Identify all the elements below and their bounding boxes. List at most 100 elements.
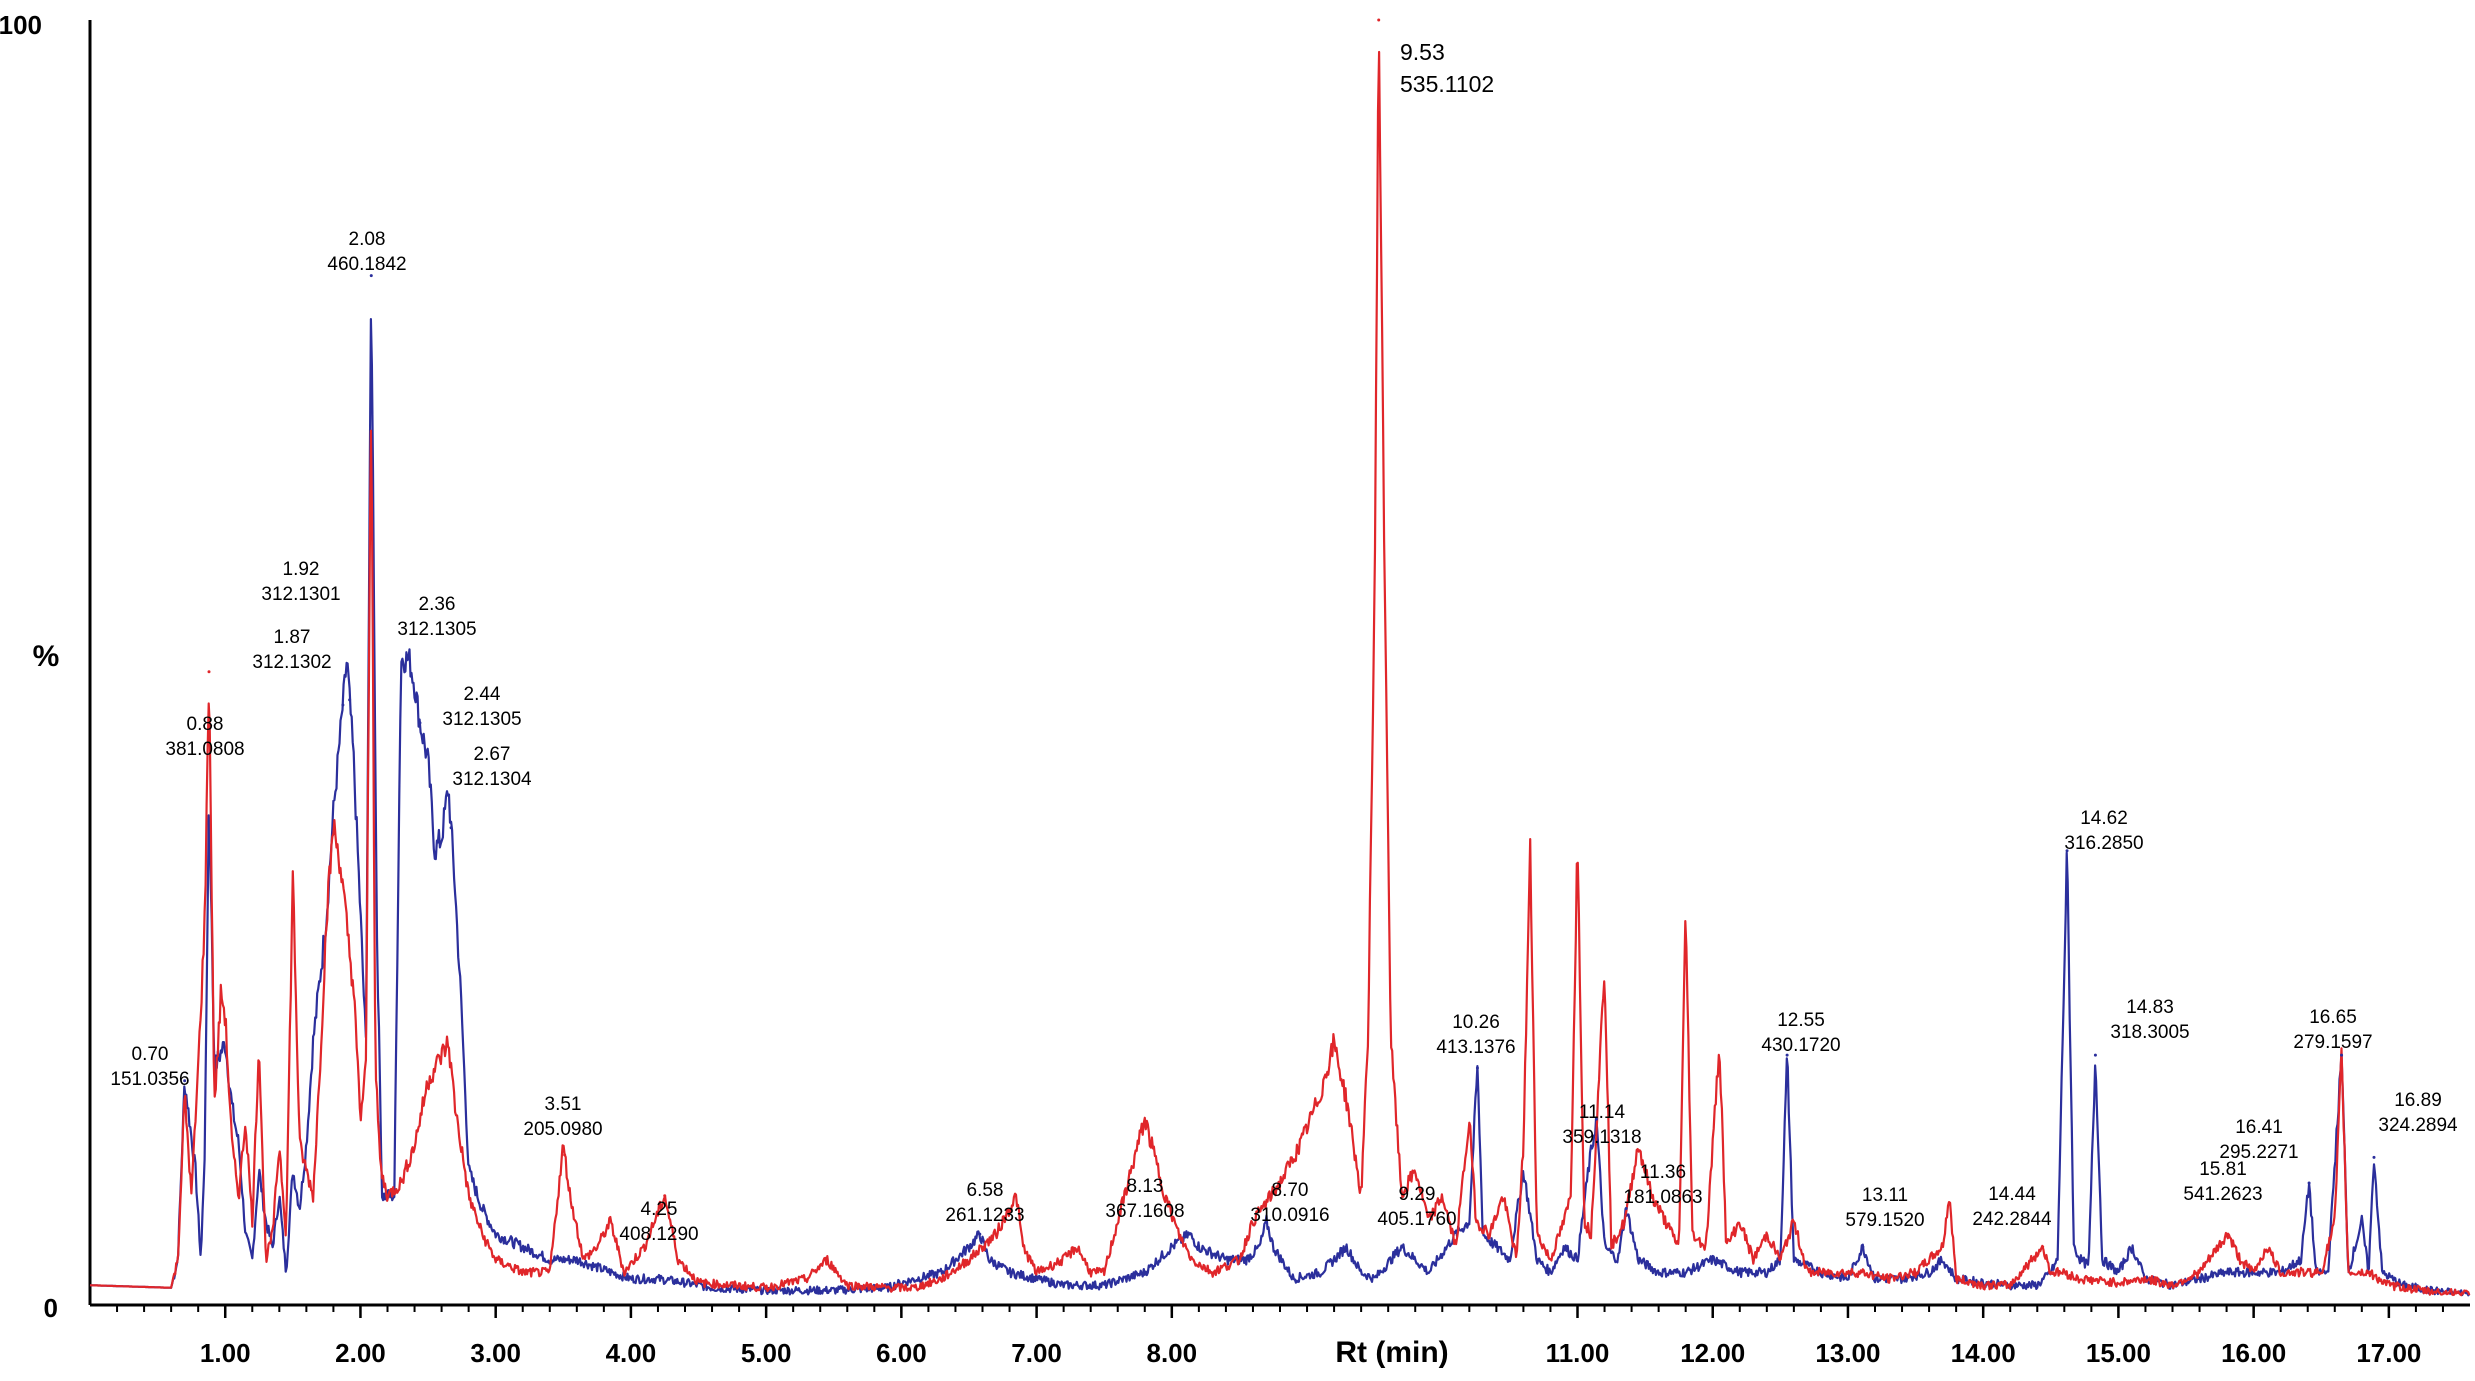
y-axis-title: % [33,640,60,673]
peak-label: 9.29 405.1760 [1377,1184,1456,1230]
peak-label-rt: 12.55 [1777,1010,1825,1031]
peak-point-blue [449,826,453,830]
peak-point-red [663,1194,667,1198]
x-tick-label: 7.00 [1011,1338,1062,1368]
peak-label: 12.55 430.1720 [1761,1010,1840,1056]
peak-point-blue [1785,1053,1789,1057]
peak-label: 9.53 535.1102 [1400,39,1494,97]
x-tick-label: 17.00 [2356,1338,2421,1368]
peak-label-mz: 312.1302 [252,652,331,673]
peak-label-mz: 430.1720 [1761,1035,1840,1056]
peak-label-mz: 318.3005 [2110,1022,2189,1043]
x-tick-label: 5.00 [741,1338,792,1368]
peak-point-red [2041,1245,2045,1249]
peak-label: 8.70 310.0916 [1250,1180,1329,1226]
peak-label-rt: 2.67 [474,744,511,765]
x-axis-title: Rt (min) [1335,1336,1448,1369]
y-tick-label-0: 0 [44,1293,58,1323]
peak-point-blue [1624,1207,1628,1211]
peak-label-rt: 6.58 [967,1180,1004,1201]
peak-label: 14.44 242.2844 [1972,1184,2052,1230]
peak-label-rt: 1.92 [283,559,320,580]
peak-label: 2.44 312.1305 [442,684,521,730]
peak-label-rt: 0.70 [132,1044,169,1065]
peak-point-blue [183,1079,187,1083]
peak-label-rt: 16.89 [2394,1090,2442,1111]
peak-point-blue [2340,1053,2344,1057]
peak-point-blue [407,657,411,661]
peak-label-mz: 151.0356 [110,1069,189,1090]
peak-label-mz: 261.1233 [945,1205,1024,1226]
peak-label-mz: 579.1520 [1845,1210,1924,1231]
peak-label-mz: 316.2850 [2064,833,2143,854]
peak-label: 16.41 295.2271 [2219,1117,2298,1163]
peak-label: 15.81 541.2623 [2183,1159,2262,1205]
peak-label-mz: 405.1760 [1377,1209,1456,1230]
x-tick-label: 1.00 [200,1338,251,1368]
peak-label-rt: 2.44 [464,684,501,705]
peak-point-blue [1475,1066,1479,1070]
series-line-red [89,50,2471,1297]
peak-label: 13.11 579.1520 [1845,1185,1924,1231]
peak-annotations: 9.53 535.1102 2.08 460.1842 1.92 312.1301 1.87… [110,39,2458,1245]
peak-point-blue [2065,849,2069,853]
peak-point-blue [978,1232,982,1236]
peak-label-rt: 14.62 [2080,808,2128,829]
peak-label: 14.83 318.3005 [2110,997,2189,1043]
peak-label-rt: 8.70 [1272,1180,1309,1201]
x-tick-label: 6.00 [876,1338,927,1368]
peak-label-mz: 460.1842 [327,254,406,275]
peak-label-mz: 324.2894 [2378,1115,2458,1136]
peak-point-red [1377,18,1381,22]
peak-label-mz: 310.0916 [1250,1205,1329,1226]
peak-label-rt: 14.83 [2126,997,2174,1018]
peak-point-red [563,1153,567,1157]
peak-label-rt: 4.25 [641,1199,678,1220]
peak-point-blue [418,721,422,725]
peak-point-blue [2093,1053,2097,1057]
peak-label: 14.62 316.2850 [2064,808,2143,854]
x-tick-label: 11.00 [1546,1338,1610,1368]
peak-label-rt: 8.13 [1127,1176,1164,1197]
peak-label-rt: 10.26 [1452,1012,1500,1033]
peak-label: 0.70 151.0356 [110,1044,189,1090]
peak-point-blue [348,698,352,702]
peak-label-mz: 408.1290 [619,1224,698,1245]
peak-label: 8.13 367.1608 [1105,1176,1184,1222]
peak-label: 16.65 279.1597 [2293,1007,2372,1053]
peak-label-rt: 11.36 [1640,1162,1686,1183]
peak-point-blue [1264,1219,1268,1223]
x-major-ticks: 1.00 2.00 3.00 4.00 5.00 6.00 7.00 8.00 11.00 12.… [200,1305,2421,1368]
peak-point-blue [1861,1245,1865,1249]
peak-label-rt: 16.41 [2235,1117,2283,1138]
peak-label: 16.89 324.2894 [2378,1090,2458,1136]
peak-label-rt: 11.14 [1579,1102,1626,1123]
peak-label: 4.25 408.1290 [619,1199,698,1245]
peak-label-mz: 312.1305 [442,709,521,730]
peak-label: 2.36 312.1305 [397,594,476,640]
x-tick-label: 14.00 [1951,1338,2016,1368]
peak-label: 10.26 413.1376 [1436,1012,1515,1058]
peak-label-rt: 13.11 [1862,1185,1908,1206]
x-tick-label: 15.00 [2086,1338,2151,1368]
peak-label-mz: 242.2844 [1972,1209,2052,1230]
peak-point-blue [369,274,373,278]
x-tick-label: 16.00 [2221,1338,2286,1368]
peak-label-rt: 9.29 [1399,1184,1436,1205]
x-tick-label: 4.00 [606,1338,657,1368]
peak-label-rt: 2.08 [349,229,386,250]
peak-label-rt: 3.51 [545,1094,582,1115]
peak-label: 11.36 181.0863 [1623,1162,1702,1208]
peak-label-mz: 535.1102 [1400,71,1494,97]
peak-label-rt: 1.87 [274,627,311,648]
chart-axes [88,20,2470,1307]
series-line-blue [89,318,2471,1297]
peak-point-blue [1594,1117,1598,1121]
x-tick-label: 8.00 [1147,1338,1198,1368]
peak-label-mz: 381.0808 [165,739,244,760]
peak-label-rt: 2.36 [419,594,456,615]
peak-label-mz: 312.1301 [261,584,340,605]
peak-label-mz: 541.2623 [2183,1184,2262,1205]
peak-label-mz: 312.1304 [452,769,532,790]
